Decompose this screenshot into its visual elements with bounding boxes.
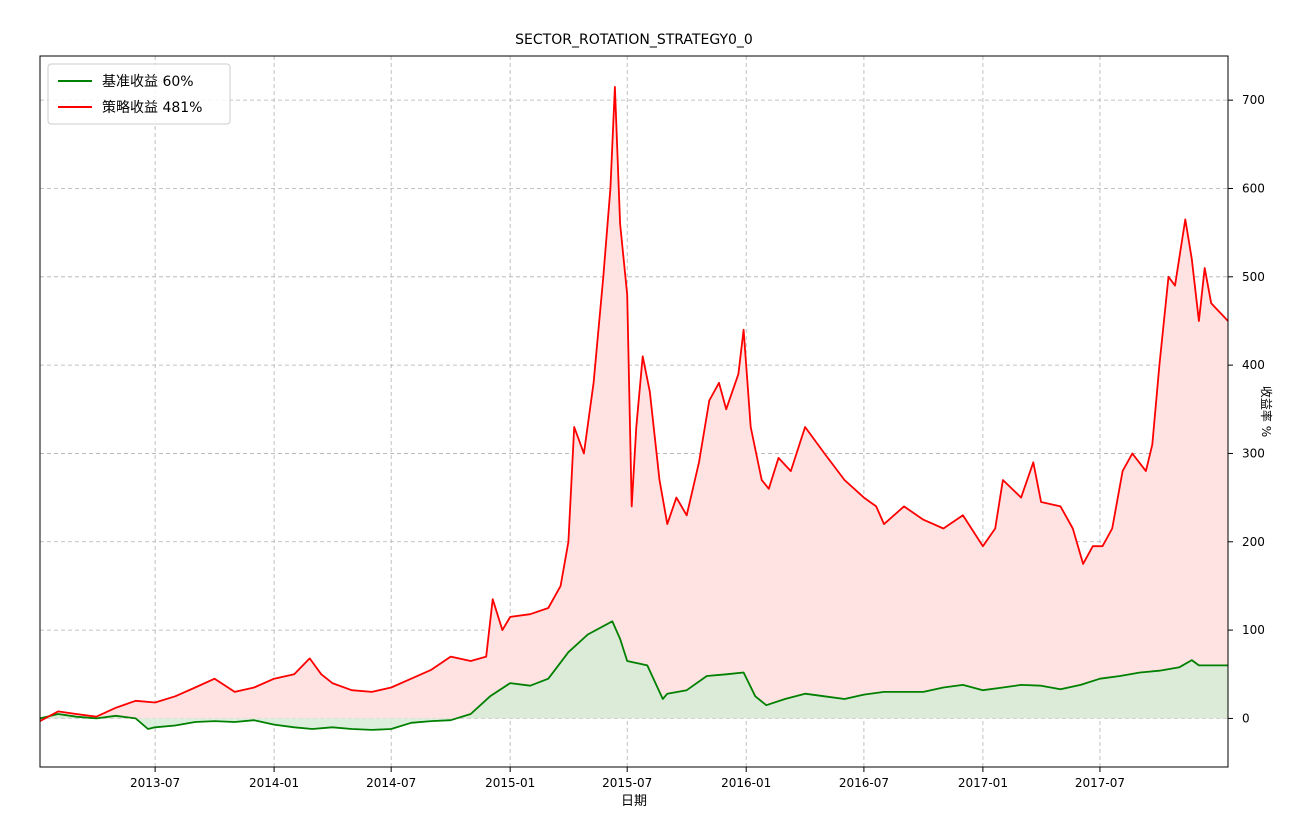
y-tick-label: 400: [1242, 358, 1265, 372]
y-tick-label: 0: [1242, 711, 1250, 725]
chart-title: SECTOR_ROTATION_STRATEGY0_0: [515, 32, 753, 48]
x-axis-ticks: 2013-07 2014-01 2014-07 2015-01 2015-07 2016-…: [130, 767, 1125, 790]
series-area-1: [40, 87, 1228, 721]
legend-label: 策略收益 481%: [102, 99, 202, 116]
y-tick-label: 500: [1242, 270, 1265, 284]
area-fill-layer: [40, 87, 1228, 730]
legend-label: 基准收益 60%: [102, 73, 194, 90]
x-tick-label: 2014-07: [366, 776, 416, 790]
y-tick-label: 600: [1242, 181, 1265, 195]
legend: 基准收益 60% 策略收益 481%: [48, 64, 230, 124]
x-tick-label: 2016-07: [839, 776, 889, 790]
y-tick-label: 100: [1242, 623, 1265, 637]
y-tick-label: 200: [1242, 535, 1265, 549]
x-tick-label: 2013-07: [130, 776, 180, 790]
x-axis-label: 日期: [621, 794, 647, 809]
x-tick-label: 2015-07: [602, 776, 652, 790]
x-tick-label: 2017-01: [958, 776, 1008, 790]
x-tick-label: 2016-01: [721, 776, 771, 790]
x-tick-label: 2017-07: [1075, 776, 1125, 790]
x-tick-label: 2014-01: [249, 776, 299, 790]
y-tick-label: 300: [1242, 446, 1265, 460]
y-tick-label: 700: [1242, 93, 1265, 107]
x-tick-label: 2015-01: [485, 776, 535, 790]
y-axis-label: 收益率 %: [1259, 386, 1274, 437]
